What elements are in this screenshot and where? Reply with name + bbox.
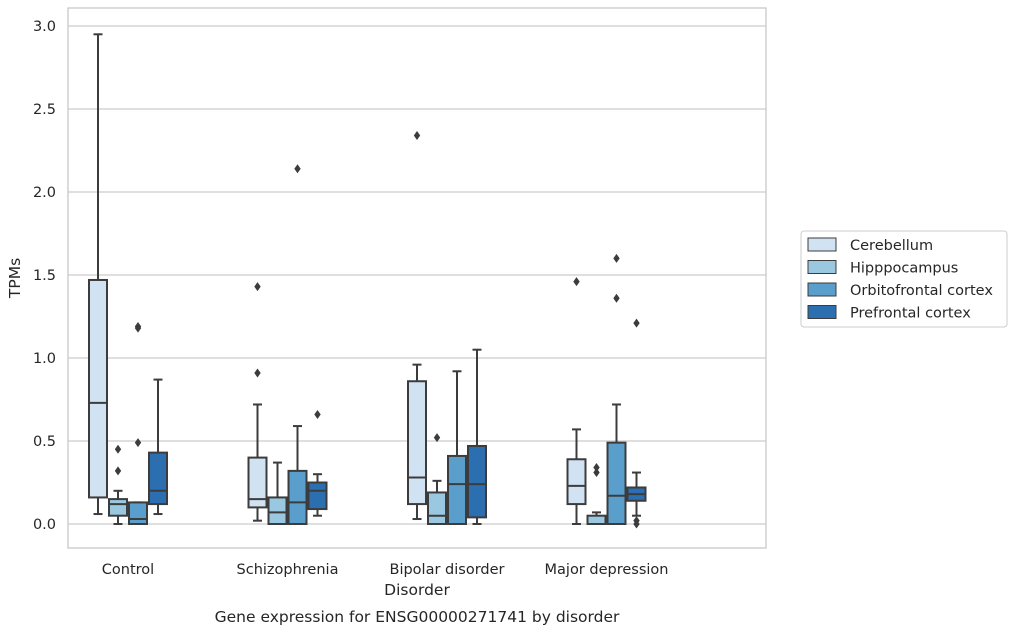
grid-layer (68, 25, 766, 525)
y-tick-label: 2.5 (33, 102, 56, 118)
y-tick-label: 2.0 (33, 185, 56, 201)
box-0-1 (247, 282, 268, 522)
legend-label: Hipppocampus (850, 261, 958, 277)
box-0-3 (566, 277, 587, 525)
y-tick-label: 0.5 (33, 434, 56, 450)
legend-frame (800, 230, 1008, 328)
legend-label: Prefrontal cortex (850, 306, 971, 322)
x-tick-label: Bipolar disorder (390, 562, 505, 578)
box-2-0 (128, 321, 148, 526)
outlier-point (134, 321, 142, 331)
legend-label: Orbitofrontal cortex (850, 283, 993, 299)
box-body (467, 444, 487, 519)
legend: Cerebellum Hipppocampus Orbitofrontal cort… (800, 230, 1008, 328)
box-body (267, 496, 288, 526)
y-tick-label: 0.0 (33, 517, 56, 533)
box-body (447, 454, 467, 525)
x-tick-label: Schizophrenia (237, 562, 339, 578)
box-1-3 (586, 463, 607, 526)
outlier-point (613, 293, 620, 303)
box-body (247, 456, 268, 509)
outlier-point (114, 444, 122, 454)
outlier-point (613, 253, 620, 263)
box-body (148, 451, 168, 506)
box-2-3 (606, 253, 627, 525)
box-body (128, 501, 148, 526)
y-axis-label: TPMs (6, 258, 24, 299)
box-2-2 (447, 370, 467, 525)
box-layer (88, 33, 647, 529)
legend-label: Cerebellum (850, 238, 933, 254)
outlier-point (254, 368, 261, 378)
outlier-point (573, 277, 580, 287)
legend-swatch (807, 305, 837, 319)
outlier-point (433, 433, 441, 443)
box-body (586, 514, 607, 526)
legend-swatch (807, 260, 837, 274)
box-0-0 (88, 33, 108, 516)
outlier-point (294, 164, 301, 174)
x-tick-label: Major depression (545, 562, 669, 578)
outlier-point (134, 438, 142, 448)
outlier-point (254, 282, 261, 292)
box-body (88, 278, 108, 499)
y-tick-label: 1.0 (33, 351, 56, 367)
outlier-point (593, 463, 600, 473)
outlier-point (314, 409, 321, 419)
box-1-0 (108, 444, 128, 525)
box-body (407, 380, 427, 506)
outlier-point (633, 318, 640, 328)
legend-swatch (807, 282, 837, 297)
x-tick-label: Control (102, 562, 154, 578)
box-3-2 (467, 348, 487, 525)
box-body (427, 491, 447, 525)
y-tick-label: 1.5 (33, 268, 56, 284)
box-2-1 (287, 164, 308, 526)
outlier-point (633, 516, 640, 526)
box-body (287, 469, 308, 526)
box-3-3 (626, 318, 647, 529)
x-axis-label: Disorder (384, 581, 450, 599)
legend-swatch (807, 237, 837, 252)
outlier-point (593, 468, 600, 478)
box-1-2 (427, 433, 447, 525)
box-3-1 (307, 409, 328, 517)
plot-frame (67, 7, 767, 549)
y-tick-label: 3.0 (33, 19, 56, 35)
box-0-2 (407, 131, 427, 521)
box-body (108, 498, 128, 517)
tick-layer: 0.0 0.5 1.0 1.5 2.0 2.5 3.0 Control Schizophreni… (33, 19, 669, 578)
outlier-point (114, 466, 122, 476)
outlier-point (413, 131, 421, 141)
box-body (307, 481, 328, 511)
box-1-1 (267, 461, 288, 526)
box-body (566, 458, 587, 506)
box-body (606, 441, 627, 525)
box-3-0 (148, 378, 168, 516)
chart-caption: Gene expression for ENSG00000271741 by d… (215, 608, 620, 626)
